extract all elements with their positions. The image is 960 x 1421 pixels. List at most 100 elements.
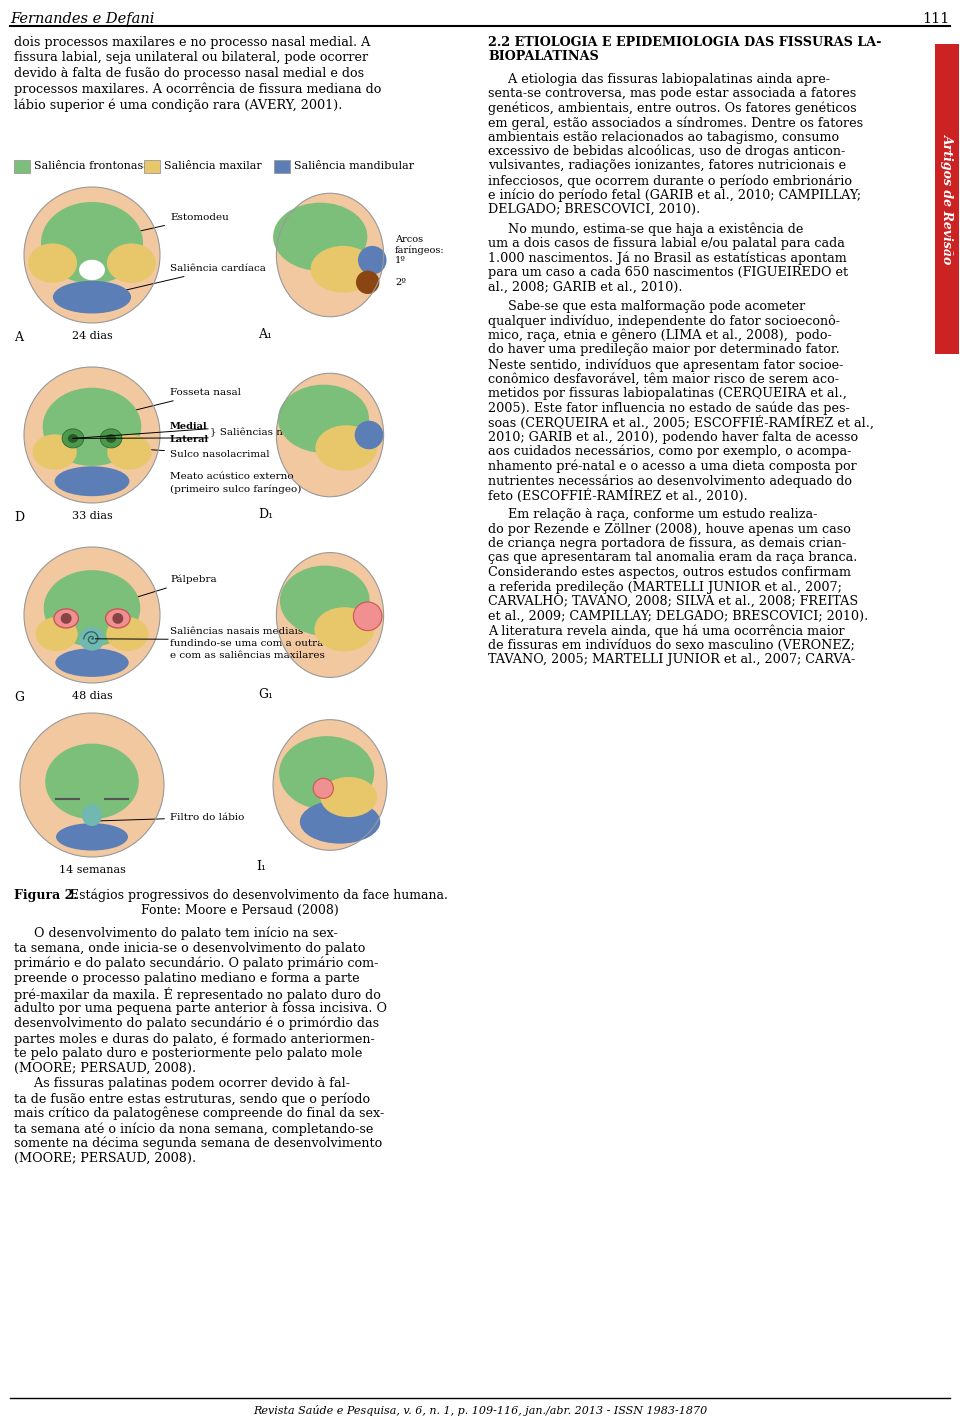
Text: soas (CERQUEIRA et al., 2005; ESCOFFIÉ-RAMÍREZ et al.,: soas (CERQUEIRA et al., 2005; ESCOFFIÉ-R… (488, 416, 874, 431)
Text: 2º: 2º (395, 277, 406, 287)
Text: A literatura revela ainda, que há uma ocorrência maior: A literatura revela ainda, que há uma oc… (488, 624, 845, 638)
Text: Sabe-se que esta malformação pode acometer: Sabe-se que esta malformação pode acomet… (488, 300, 805, 313)
Text: } Saliências nasais: } Saliências nasais (210, 428, 309, 438)
Ellipse shape (310, 246, 375, 293)
Ellipse shape (108, 435, 152, 470)
Ellipse shape (280, 566, 370, 635)
Text: Saliência maxilar: Saliência maxilar (164, 161, 262, 171)
Ellipse shape (276, 374, 384, 497)
Text: ta de fusão entre estas estruturas, sendo que o período: ta de fusão entre estas estruturas, send… (14, 1091, 371, 1106)
Ellipse shape (316, 425, 377, 470)
Ellipse shape (106, 433, 116, 443)
Text: e com as saliências maxilares: e com as saliências maxilares (170, 651, 324, 661)
Text: somente na décima segunda semana de desenvolvimento: somente na décima segunda semana de dese… (14, 1137, 382, 1151)
Text: lábio superior é uma condição rara (AVERY, 2001).: lábio superior é uma condição rara (AVER… (14, 98, 343, 111)
Circle shape (24, 547, 160, 684)
Circle shape (60, 612, 72, 624)
Text: de fissuras em indivíduos do sexo masculino (VERONEZ;: de fissuras em indivíduos do sexo mascul… (488, 638, 854, 651)
Text: Sulco nasolacrimal: Sulco nasolacrimal (114, 448, 270, 459)
Ellipse shape (79, 627, 105, 651)
Text: 33 dias: 33 dias (72, 512, 112, 522)
Circle shape (24, 367, 160, 503)
Text: partes moles e duras do palato, é formado anteriormen-: partes moles e duras do palato, é formad… (14, 1032, 374, 1046)
Text: vulsivantes, radiações ionizantes, fatores nutricionais e: vulsivantes, radiações ionizantes, fator… (488, 159, 846, 172)
Ellipse shape (36, 617, 78, 651)
Text: preende o processo palatino mediano e forma a parte: preende o processo palatino mediano e fo… (14, 972, 360, 985)
Text: genéticos, ambientais, entre outros. Os fatores genéticos: genéticos, ambientais, entre outros. Os … (488, 101, 856, 115)
Ellipse shape (273, 719, 387, 850)
Ellipse shape (55, 466, 130, 496)
Text: devido à falta de fusão do processo nasal medial e dos: devido à falta de fusão do processo nasa… (14, 67, 364, 80)
Text: Arcos
faríngeos:: Arcos faríngeos: (395, 236, 444, 256)
Text: adulto por uma pequena parte anterior à fossa incisiva. O: adulto por uma pequena parte anterior à … (14, 1002, 387, 1015)
Text: As fissuras palatinas podem ocorrer devido à fal-: As fissuras palatinas podem ocorrer devi… (14, 1077, 350, 1090)
Ellipse shape (44, 570, 140, 647)
Ellipse shape (41, 202, 143, 284)
Text: 2010; GARIB et al., 2010), podendo haver falta de acesso: 2010; GARIB et al., 2010), podendo haver… (488, 431, 858, 443)
Text: Fonte: Moore e Persaud (2008): Fonte: Moore e Persaud (2008) (141, 904, 339, 917)
Text: Considerando estes aspectos, outros estudos confirmam: Considerando estes aspectos, outros estu… (488, 566, 851, 578)
Ellipse shape (82, 804, 102, 826)
Ellipse shape (56, 648, 129, 676)
Text: excessivo de bebidas alcoólicas, uso de drogas anticon-: excessivo de bebidas alcoólicas, uso de … (488, 145, 845, 159)
Text: desenvolvimento do palato secundário é o primórdio das: desenvolvimento do palato secundário é o… (14, 1017, 379, 1030)
Text: Artigos de Revisão: Artigos de Revisão (941, 134, 953, 264)
Text: feto (ESCOFFIÉ-RAMÍREZ et al., 2010).: feto (ESCOFFIÉ-RAMÍREZ et al., 2010). (488, 489, 748, 503)
Bar (935, 44, 959, 354)
Text: senta-se controversa, mas pode estar associada a fatores: senta-se controversa, mas pode estar ass… (488, 87, 856, 99)
Text: A etiologia das fissuras labiopalatinas ainda apre-: A etiologia das fissuras labiopalatinas … (488, 72, 830, 85)
Text: 2005). Este fator influencia no estado de saúde das pes-: 2005). Este fator influencia no estado d… (488, 402, 850, 415)
Text: CARVALHO; TAVANO, 2008; SILVA et al., 2008; FREITAS: CARVALHO; TAVANO, 2008; SILVA et al., 20… (488, 595, 858, 608)
Text: Medial: Medial (170, 422, 207, 432)
Circle shape (354, 421, 383, 449)
Text: 1º: 1º (395, 256, 406, 264)
Text: primário e do palato secundário. O palato primário com-: primário e do palato secundário. O palat… (14, 956, 378, 971)
Ellipse shape (107, 243, 156, 283)
Text: Figura 2.: Figura 2. (14, 890, 78, 902)
Circle shape (313, 779, 333, 799)
Text: conômico desfavorável, têm maior risco de serem aco-: conômico desfavorável, têm maior risco d… (488, 372, 839, 385)
Ellipse shape (300, 800, 380, 844)
Text: a referida predileção (MARTELLI JUNIOR et al., 2007;: a referida predileção (MARTELLI JUNIOR e… (488, 581, 842, 594)
Text: TAVANO, 2005; MARTELLI JUNIOR et al., 2007; CARVA-: TAVANO, 2005; MARTELLI JUNIOR et al., 20… (488, 654, 855, 666)
Text: al., 2008; GARIB et al., 2010).: al., 2008; GARIB et al., 2010). (488, 280, 683, 294)
Text: G₁: G₁ (258, 688, 274, 701)
Text: pré-maxilar da maxila. É representado no palato duro do: pré-maxilar da maxila. É representado no… (14, 988, 381, 1002)
Text: A₁: A₁ (258, 328, 273, 341)
Text: e início do período fetal (GARIB et al., 2010; CAMPILLAY;: e início do período fetal (GARIB et al.,… (488, 189, 861, 202)
Text: et al., 2009; CAMPILLAY; DELGADO; BRESCOVICI; 2010).: et al., 2009; CAMPILLAY; DELGADO; BRESCO… (488, 610, 868, 622)
Text: ta semana até o início da nona semana, completando-se: ta semana até o início da nona semana, c… (14, 1123, 373, 1135)
Text: Saliência cardíaca: Saliência cardíaca (98, 264, 266, 297)
Ellipse shape (54, 608, 79, 628)
Text: 1.000 nascimentos. Já no Brasil as estatísticas apontam: 1.000 nascimentos. Já no Brasil as estat… (488, 252, 847, 264)
Text: de criança negra portadora de fissura, as demais crian-: de criança negra portadora de fissura, a… (488, 537, 846, 550)
Text: te pelo palato duro e posteriormente pelo palato mole: te pelo palato duro e posteriormente pel… (14, 1047, 362, 1060)
Text: Saliências nasais mediais: Saliências nasais mediais (170, 627, 303, 637)
Ellipse shape (106, 608, 131, 628)
Ellipse shape (274, 203, 368, 271)
Text: nhamento pré-natal e o acesso a uma dieta composta por: nhamento pré-natal e o acesso a uma diet… (488, 459, 856, 473)
Bar (14, 161, 30, 173)
Text: 24 dias: 24 dias (72, 331, 112, 341)
Text: ças que apresentaram tal anomalia eram da raça branca.: ças que apresentaram tal anomalia eram d… (488, 551, 857, 564)
Text: Fosseta nasal: Fosseta nasal (86, 388, 241, 422)
Text: G: G (14, 691, 24, 703)
Text: D₁: D₁ (258, 507, 274, 522)
Text: Pálpebra: Pálpebra (69, 576, 217, 618)
Ellipse shape (276, 553, 384, 678)
Ellipse shape (56, 823, 128, 851)
Text: aos cuidados necessários, como por exemplo, o acompa-: aos cuidados necessários, como por exemp… (488, 445, 852, 459)
Text: infecciosos, que ocorrem durante o período embrionário: infecciosos, que ocorrem durante o perío… (488, 173, 852, 188)
Text: dois processos maxilares e no processo nasal medial. A: dois processos maxilares e no processo n… (14, 36, 371, 48)
Ellipse shape (33, 435, 77, 470)
Text: No mundo, estima-se que haja a existência de: No mundo, estima-se que haja a existênci… (488, 223, 804, 236)
Text: 14 semanas: 14 semanas (59, 865, 126, 875)
Ellipse shape (45, 743, 139, 818)
Ellipse shape (79, 260, 105, 280)
Text: Lateral: Lateral (170, 435, 209, 445)
Circle shape (112, 612, 123, 624)
Text: em geral, estão associados a síndromes. Dentre os fatores: em geral, estão associados a síndromes. … (488, 117, 863, 129)
Bar (144, 161, 160, 173)
Ellipse shape (276, 193, 384, 317)
Text: A: A (14, 331, 23, 344)
